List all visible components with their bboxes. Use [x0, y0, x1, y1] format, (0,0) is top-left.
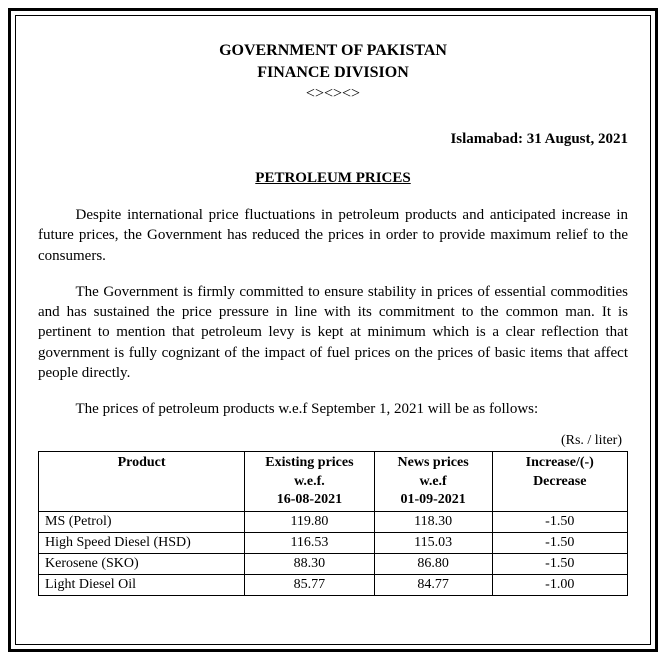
document-header: GOVERNMENT OF PAKISTAN FINANCE DIVISION — [38, 40, 628, 83]
cell-existing: 88.30 — [245, 554, 375, 575]
inner-border: GOVERNMENT OF PAKISTAN FINANCE DIVISION … — [15, 15, 651, 645]
col-header-product: Product — [39, 452, 245, 512]
cell-new: 115.03 — [374, 533, 492, 554]
document-subtitle: PETROLEUM PRICES — [38, 170, 628, 187]
col-header-existing-l2: w.e.f. — [294, 474, 325, 489]
table-row: MS (Petrol) 119.80 118.30 -1.50 — [39, 512, 628, 533]
cell-new: 86.80 — [374, 554, 492, 575]
outer-border: GOVERNMENT OF PAKISTAN FINANCE DIVISION … — [8, 8, 658, 652]
cell-product: High Speed Diesel (HSD) — [39, 533, 245, 554]
cell-change: -1.00 — [492, 575, 627, 596]
col-header-change-l1: Increase/(-) — [526, 455, 594, 470]
date-place: Islamabad: 31 August, 2021 — [38, 131, 628, 148]
col-header-new-l3: 01-09-2021 — [400, 492, 465, 507]
table-row: Kerosene (SKO) 88.30 86.80 -1.50 — [39, 554, 628, 575]
cell-product: Kerosene (SKO) — [39, 554, 245, 575]
paragraph-3: The prices of petroleum products w.e.f S… — [38, 399, 628, 419]
header-line-1: GOVERNMENT OF PAKISTAN — [38, 40, 628, 62]
cell-existing: 85.77 — [245, 575, 375, 596]
col-header-change-l2: Decrease — [533, 474, 586, 489]
col-header-new: News prices w.e.f 01-09-2021 — [374, 452, 492, 512]
col-header-new-l1: News prices — [398, 455, 469, 470]
col-header-existing: Existing prices w.e.f. 16-08-2021 — [245, 452, 375, 512]
cell-change: -1.50 — [492, 554, 627, 575]
paragraph-2: The Government is firmly committed to en… — [38, 282, 628, 383]
header-ornament: <><><> — [38, 85, 628, 103]
col-header-new-l2: w.e.f — [420, 474, 447, 489]
cell-product: MS (Petrol) — [39, 512, 245, 533]
cell-new: 118.30 — [374, 512, 492, 533]
col-header-change: Increase/(-) Decrease — [492, 452, 627, 512]
cell-existing: 116.53 — [245, 533, 375, 554]
table-row: Light Diesel Oil 85.77 84.77 -1.00 — [39, 575, 628, 596]
cell-change: -1.50 — [492, 512, 627, 533]
table-row: High Speed Diesel (HSD) 116.53 115.03 -1… — [39, 533, 628, 554]
cell-new: 84.77 — [374, 575, 492, 596]
col-header-existing-l1: Existing prices — [265, 455, 353, 470]
cell-product: Light Diesel Oil — [39, 575, 245, 596]
header-line-2: FINANCE DIVISION — [38, 62, 628, 84]
cell-change: -1.50 — [492, 533, 627, 554]
paragraph-1: Despite international price fluctuations… — [38, 205, 628, 266]
table-header-row: Product Existing prices w.e.f. 16-08-202… — [39, 452, 628, 512]
table-unit-label: (Rs. / liter) — [38, 433, 628, 449]
cell-existing: 119.80 — [245, 512, 375, 533]
col-header-existing-l3: 16-08-2021 — [277, 492, 342, 507]
price-table: Product Existing prices w.e.f. 16-08-202… — [38, 451, 628, 596]
